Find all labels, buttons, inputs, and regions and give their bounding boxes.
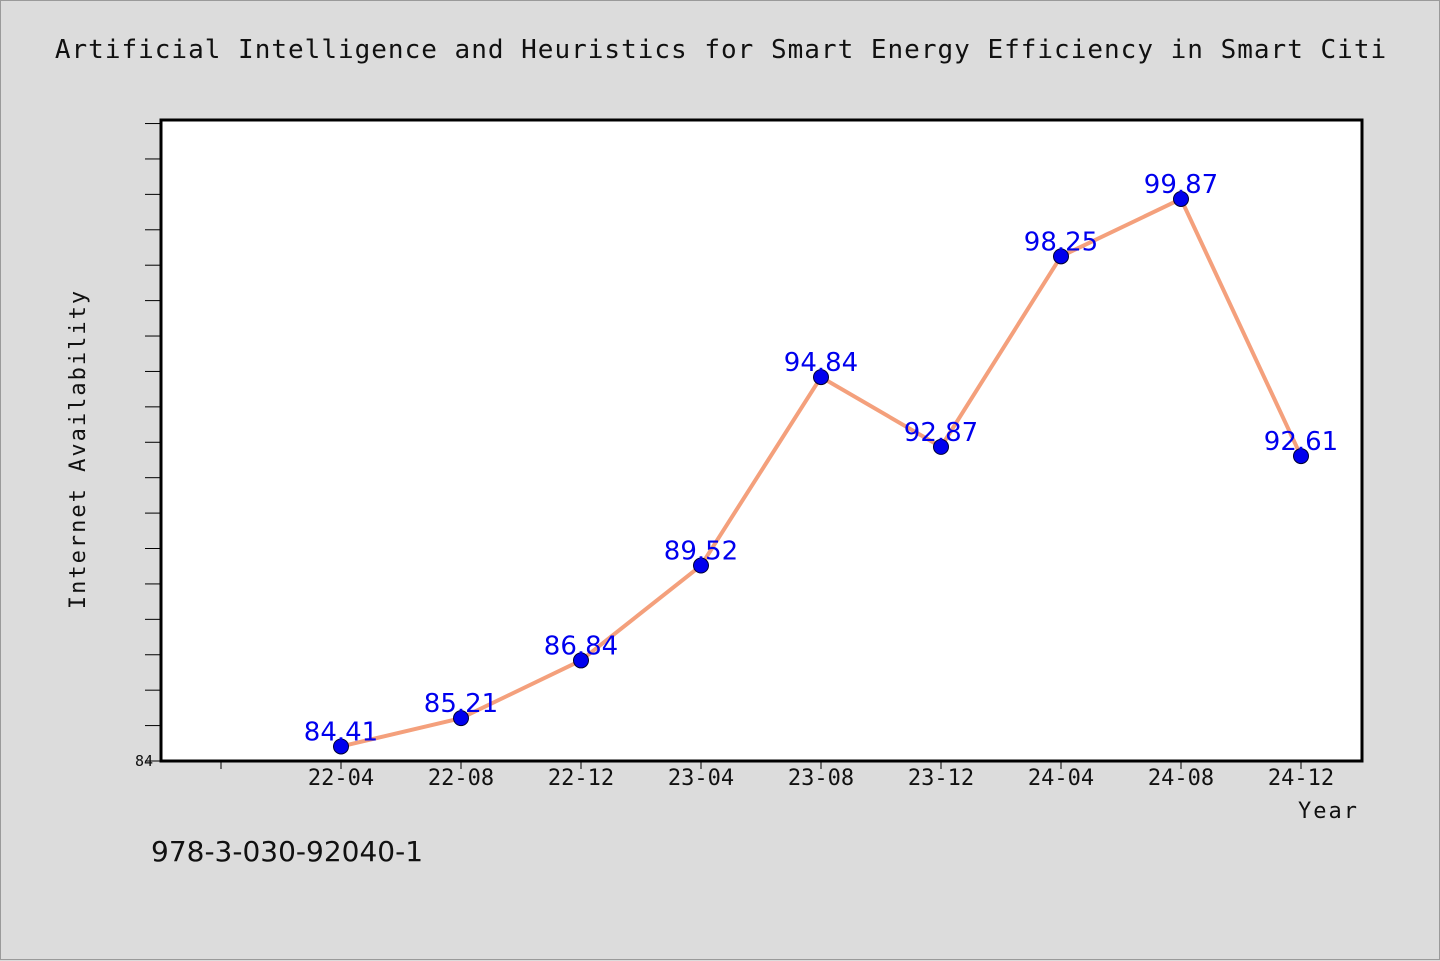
data-point bbox=[693, 557, 709, 574]
data-label: 89.52 bbox=[664, 537, 738, 567]
footer-code: 978-3-030-92040-1 bbox=[151, 835, 424, 868]
data-labels: 84.41 85.21 86.84 89.52 94.84 92.87 98.25 99.87… bbox=[304, 170, 1338, 748]
x-tick-label: 23-04 bbox=[668, 766, 734, 791]
data-label: 86.84 bbox=[544, 631, 618, 661]
data-label: 92.61 bbox=[1264, 427, 1338, 457]
data-label: 85.21 bbox=[424, 689, 498, 719]
y-axis-label: Internet Availability bbox=[66, 289, 91, 609]
x-axis-label: Year bbox=[1298, 799, 1359, 824]
y-tick-label: 84 bbox=[135, 752, 153, 770]
data-point bbox=[1173, 190, 1189, 207]
x-tick-label: 22-08 bbox=[428, 766, 494, 791]
x-tick-label: 24-04 bbox=[1028, 766, 1094, 791]
data-point bbox=[1293, 448, 1309, 465]
data-label: 84.41 bbox=[304, 717, 378, 747]
data-point bbox=[333, 738, 349, 755]
x-tick-label: 23-08 bbox=[788, 766, 854, 791]
data-label: 94.84 bbox=[784, 348, 858, 378]
chart-title: Artificial Intelligence and Heuristics f… bbox=[54, 35, 1388, 65]
data-point bbox=[573, 652, 589, 669]
x-tick-label: 22-12 bbox=[548, 766, 614, 791]
series-markers bbox=[333, 190, 1309, 755]
x-axis-ticks: 22-04 22-08 22-12 23-04 23-08 23-12 24-04 24-08… bbox=[220, 761, 1334, 791]
x-tick-label: 22-04 bbox=[308, 766, 374, 791]
data-point bbox=[1053, 248, 1069, 265]
x-tick-label: 23-12 bbox=[908, 766, 974, 791]
data-point bbox=[813, 369, 829, 386]
plot-area bbox=[159, 118, 1364, 763]
data-label: 92.87 bbox=[904, 418, 978, 448]
data-point bbox=[933, 438, 949, 455]
y-axis-ticks: 84 bbox=[135, 123, 161, 770]
data-label: 99.87 bbox=[1144, 170, 1218, 200]
data-label: 98.25 bbox=[1024, 227, 1098, 257]
data-point bbox=[453, 710, 469, 727]
x-tick-label: 24-08 bbox=[1148, 766, 1214, 791]
x-tick-label: 24-12 bbox=[1268, 766, 1334, 791]
